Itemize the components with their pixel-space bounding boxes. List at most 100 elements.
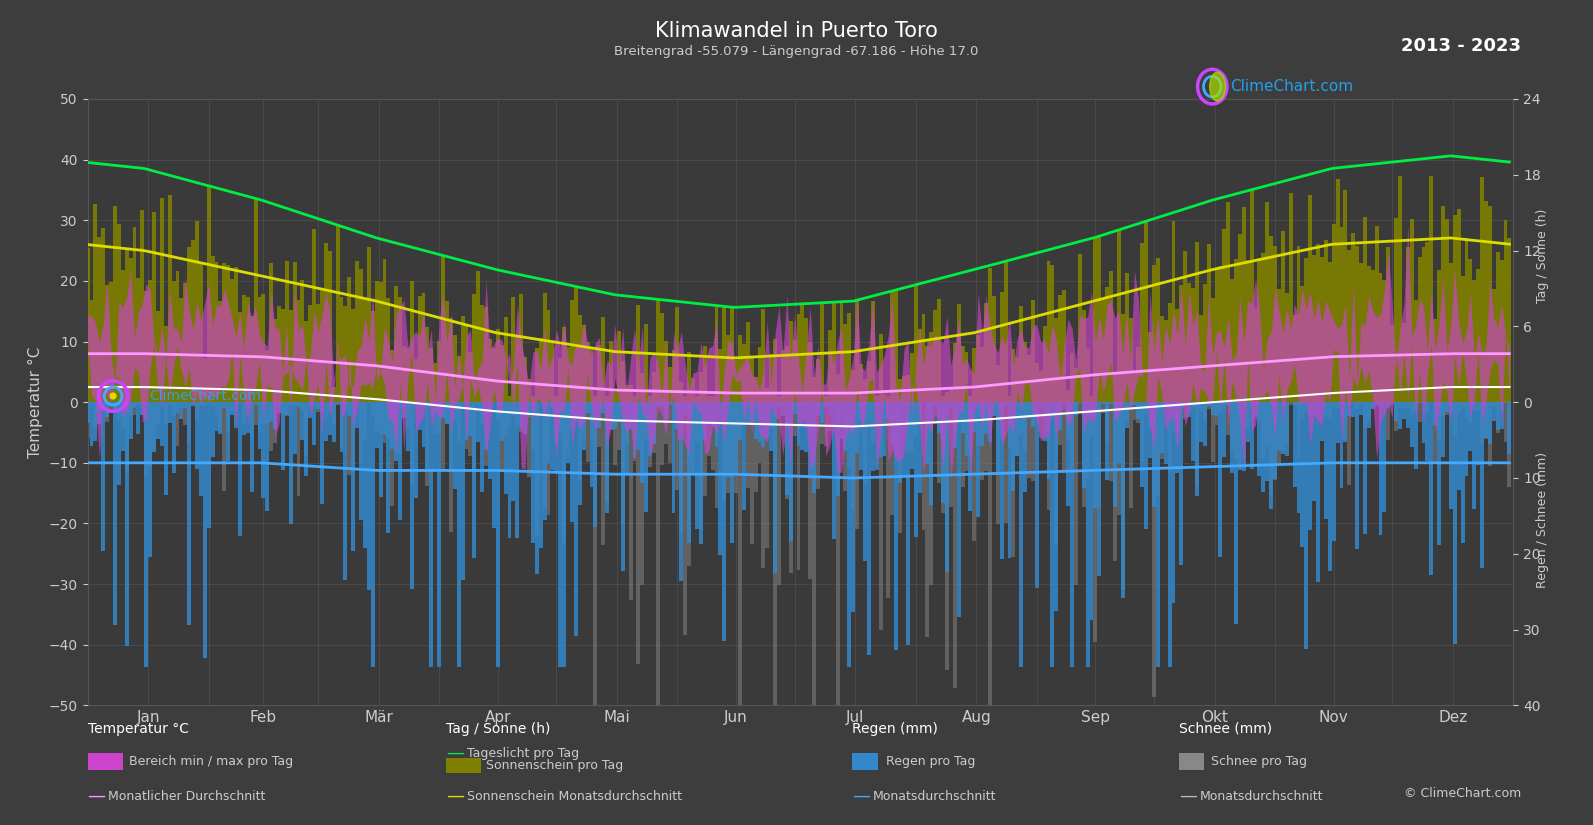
Bar bbox=[1133, 373, 1136, 403]
Bar bbox=[988, 268, 992, 403]
Bar bbox=[765, 403, 769, 548]
Bar bbox=[855, 403, 859, 529]
Bar bbox=[1222, 229, 1227, 403]
Bar bbox=[769, 403, 773, 429]
Bar bbox=[644, 323, 648, 403]
Bar bbox=[261, 403, 266, 498]
Bar bbox=[1429, 403, 1434, 575]
Bar bbox=[1004, 403, 1007, 523]
Bar bbox=[1015, 403, 1020, 456]
Bar bbox=[695, 396, 699, 403]
Bar bbox=[358, 269, 363, 403]
Bar bbox=[1413, 403, 1418, 412]
Bar bbox=[957, 403, 961, 422]
Bar bbox=[1297, 403, 1300, 513]
Bar bbox=[374, 403, 379, 448]
Bar bbox=[1207, 403, 1211, 409]
Bar bbox=[1078, 403, 1082, 413]
Bar bbox=[476, 403, 479, 408]
Bar bbox=[527, 403, 530, 477]
Bar bbox=[1214, 403, 1219, 416]
Bar bbox=[1300, 403, 1305, 419]
Bar bbox=[738, 403, 742, 705]
Bar bbox=[344, 306, 347, 403]
Bar bbox=[1168, 403, 1171, 472]
Bar bbox=[730, 403, 734, 543]
Bar bbox=[672, 350, 675, 403]
Bar bbox=[436, 342, 441, 403]
Bar bbox=[1004, 403, 1007, 407]
Bar bbox=[1074, 403, 1078, 585]
Bar bbox=[1472, 280, 1477, 403]
Bar bbox=[175, 403, 180, 413]
Bar bbox=[379, 403, 382, 434]
Bar bbox=[605, 403, 609, 512]
Bar bbox=[922, 314, 926, 403]
Bar bbox=[417, 296, 422, 403]
Bar bbox=[352, 403, 355, 551]
Bar bbox=[1219, 403, 1222, 413]
Bar bbox=[703, 346, 707, 403]
Bar bbox=[1391, 403, 1394, 405]
Bar bbox=[535, 403, 538, 535]
Bar bbox=[484, 307, 487, 403]
Bar bbox=[1133, 403, 1136, 420]
Bar bbox=[1445, 403, 1450, 412]
Bar bbox=[847, 403, 851, 667]
Bar bbox=[352, 403, 355, 474]
Bar bbox=[1367, 403, 1372, 428]
Bar bbox=[1335, 179, 1340, 403]
Bar bbox=[288, 403, 293, 404]
Bar bbox=[194, 403, 199, 419]
Bar bbox=[1027, 403, 1031, 478]
Bar bbox=[1000, 292, 1004, 403]
Bar bbox=[1121, 403, 1125, 590]
Bar bbox=[1031, 403, 1035, 427]
Bar bbox=[875, 403, 879, 426]
Bar bbox=[398, 403, 401, 520]
Bar bbox=[879, 403, 883, 457]
Bar bbox=[1472, 403, 1477, 509]
Bar bbox=[1012, 403, 1015, 491]
Bar bbox=[578, 403, 581, 479]
Bar bbox=[969, 403, 972, 511]
Bar bbox=[1464, 238, 1469, 403]
Bar bbox=[765, 388, 769, 403]
Bar bbox=[558, 357, 562, 403]
Bar bbox=[441, 403, 444, 417]
Bar bbox=[816, 403, 820, 417]
Bar bbox=[1230, 403, 1235, 473]
Bar bbox=[777, 396, 781, 403]
Bar bbox=[906, 375, 910, 403]
Bar bbox=[812, 403, 816, 493]
Bar bbox=[293, 262, 296, 403]
Bar bbox=[401, 403, 406, 417]
Bar bbox=[129, 403, 132, 416]
Bar bbox=[953, 403, 957, 688]
Bar bbox=[1149, 332, 1152, 403]
Bar bbox=[86, 248, 89, 403]
Bar bbox=[984, 403, 988, 435]
Bar bbox=[304, 403, 309, 476]
Bar bbox=[667, 403, 672, 405]
Bar bbox=[328, 403, 331, 435]
Bar bbox=[323, 403, 328, 441]
Bar bbox=[871, 403, 875, 442]
Bar bbox=[1203, 284, 1207, 403]
Bar bbox=[726, 403, 730, 477]
Bar bbox=[1125, 403, 1128, 422]
Bar bbox=[832, 302, 836, 403]
Bar bbox=[366, 403, 371, 591]
Bar bbox=[148, 280, 151, 403]
Bar bbox=[202, 358, 207, 403]
Bar bbox=[570, 299, 573, 403]
Bar bbox=[261, 403, 266, 424]
Text: ClimeChart.com: ClimeChart.com bbox=[1230, 79, 1352, 94]
Bar bbox=[1308, 196, 1313, 403]
Bar bbox=[231, 403, 234, 411]
Bar bbox=[644, 403, 648, 439]
Bar bbox=[710, 396, 715, 403]
Bar bbox=[789, 403, 793, 573]
Bar bbox=[371, 403, 374, 415]
Bar bbox=[1214, 268, 1219, 403]
